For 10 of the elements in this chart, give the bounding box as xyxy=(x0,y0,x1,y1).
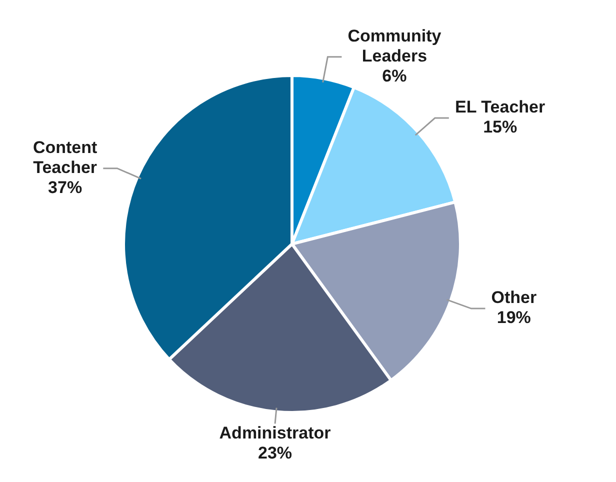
data-label: 23% xyxy=(258,443,292,462)
slice-label: Other xyxy=(491,288,537,308)
slice-label: Community Leaders xyxy=(348,26,442,66)
data-label: 37% xyxy=(48,178,82,198)
slice-label: Administrator xyxy=(219,423,332,442)
data-label: 15% xyxy=(483,118,518,137)
data-label: 6% xyxy=(382,66,407,86)
slice-label: Content Teacher xyxy=(32,138,98,178)
slice-label: EL Teacher xyxy=(455,98,546,117)
data-label: 19% xyxy=(496,308,531,328)
